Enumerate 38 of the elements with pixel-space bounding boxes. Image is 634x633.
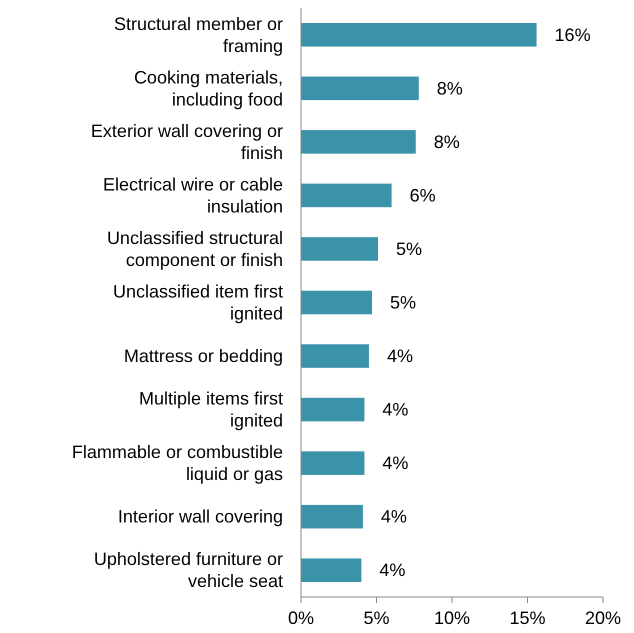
y-tick-label: Interior wall covering (118, 506, 283, 527)
bar (301, 184, 392, 208)
x-tick-label: 10% (434, 608, 470, 628)
data-label: 4% (382, 453, 408, 474)
bar (301, 290, 372, 314)
bar (301, 344, 369, 368)
y-tick-label: Cooking materials, including food (134, 67, 283, 110)
data-label: 4% (379, 560, 406, 580)
data-label: 5% (396, 238, 422, 259)
bar (301, 398, 364, 422)
y-tick-label: Exterior wall covering or finish (90, 120, 283, 163)
y-tick-label: Unclassified item first ignited (112, 282, 283, 324)
y-tick-label: Electrical wire or cable insulation (102, 174, 283, 216)
data-label: 5% (390, 292, 416, 312)
data-label: 4% (386, 346, 413, 366)
bar (301, 237, 378, 261)
y-tick-label: Multiple items first ignited (138, 388, 283, 431)
x-tick-label: 20% (584, 608, 622, 628)
bar (301, 558, 362, 582)
data-label: 16% (554, 24, 591, 45)
bar (301, 130, 416, 154)
bar (301, 504, 363, 528)
x-tick-label: 15% (509, 608, 546, 628)
bar (301, 76, 419, 100)
y-tick-label: Flammable or combustible liquid or gas (72, 442, 283, 484)
y-tick-label: Mattress or bedding (124, 346, 283, 366)
data-label: 4% (382, 400, 408, 420)
x-tick-label: 5% (363, 608, 390, 628)
data-label: 6% (410, 185, 436, 206)
x-tick-label: 0% (288, 608, 314, 628)
bar (301, 22, 537, 47)
data-label: 8% (436, 78, 463, 98)
data-label: 4% (380, 506, 407, 527)
y-tick-label: Structural member or framing (114, 14, 283, 56)
y-tick-label: Upholstered furniture or vehicle seat (94, 549, 283, 592)
bar (301, 451, 364, 475)
y-tick-label: Unclassified structural component or finish (106, 228, 283, 270)
data-label: 8% (434, 132, 460, 152)
